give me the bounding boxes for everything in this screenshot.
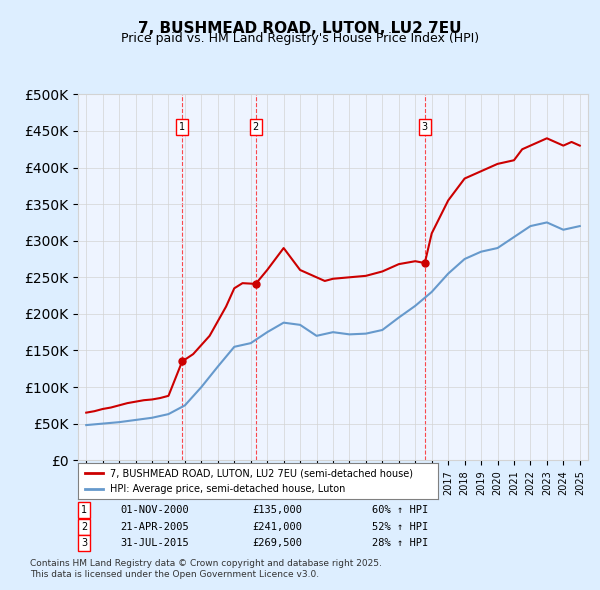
Text: 21-APR-2005: 21-APR-2005	[120, 522, 189, 532]
Text: 01-NOV-2000: 01-NOV-2000	[120, 506, 189, 515]
Text: 7, BUSHMEAD ROAD, LUTON, LU2 7EU (semi-detached house): 7, BUSHMEAD ROAD, LUTON, LU2 7EU (semi-d…	[110, 468, 413, 478]
Text: 31-JUL-2015: 31-JUL-2015	[120, 539, 189, 548]
Text: Contains HM Land Registry data © Crown copyright and database right 2025.
This d: Contains HM Land Registry data © Crown c…	[30, 559, 382, 579]
Text: 2: 2	[81, 522, 87, 532]
Text: 7, BUSHMEAD ROAD, LUTON, LU2 7EU: 7, BUSHMEAD ROAD, LUTON, LU2 7EU	[138, 21, 462, 35]
Text: 1: 1	[179, 122, 185, 132]
Text: 2: 2	[253, 122, 259, 132]
Text: 28% ↑ HPI: 28% ↑ HPI	[372, 539, 428, 548]
Text: 3: 3	[422, 122, 428, 132]
Text: Price paid vs. HM Land Registry's House Price Index (HPI): Price paid vs. HM Land Registry's House …	[121, 32, 479, 45]
Text: 3: 3	[81, 539, 87, 548]
Text: £135,000: £135,000	[252, 506, 302, 515]
Text: £241,000: £241,000	[252, 522, 302, 532]
Text: £269,500: £269,500	[252, 539, 302, 548]
Text: 1: 1	[81, 506, 87, 515]
Text: 52% ↑ HPI: 52% ↑ HPI	[372, 522, 428, 532]
Text: 60% ↑ HPI: 60% ↑ HPI	[372, 506, 428, 515]
Text: HPI: Average price, semi-detached house, Luton: HPI: Average price, semi-detached house,…	[110, 484, 346, 494]
